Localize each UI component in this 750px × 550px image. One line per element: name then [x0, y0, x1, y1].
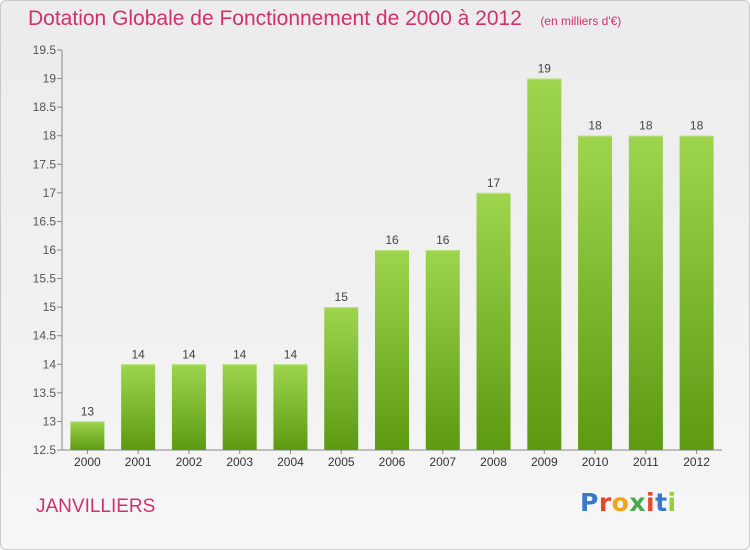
y-tick-label: 17 [43, 186, 57, 200]
y-tick-label: 19.5 [33, 43, 57, 57]
y-tick-label: 16 [43, 243, 57, 257]
x-category-label: 2004 [277, 455, 304, 469]
bar-value-label: 16 [436, 233, 450, 247]
bar-value-label: 16 [385, 233, 399, 247]
bar [578, 135, 613, 450]
bar-value-label: 17 [487, 176, 501, 190]
x-category-label: 2005 [328, 455, 355, 469]
bar [679, 135, 714, 450]
x-category-label: 2008 [480, 455, 507, 469]
x-category-label: 2006 [379, 455, 406, 469]
bar [324, 307, 359, 450]
y-tick-label: 12.5 [33, 443, 57, 457]
x-category-label: 2007 [429, 455, 456, 469]
x-category-label: 2011 [633, 455, 659, 469]
bar-value-label: 14 [182, 347, 196, 361]
chart-axes: 12.5 13 13.5 14 14.5 15 15.5 16 16.5 17 17.5 18 18.5… [33, 43, 722, 457]
bar-value-label: 18 [639, 119, 653, 133]
bar-value-label: 13 [81, 404, 95, 418]
y-tick-label: 18 [43, 129, 57, 143]
bar-value-label: 18 [588, 119, 602, 133]
bar [70, 421, 105, 450]
y-tick-label: 15.5 [33, 272, 57, 286]
logo-letter: o [611, 488, 630, 517]
x-category-label: 2003 [226, 455, 253, 469]
y-tick-label: 18.5 [33, 100, 57, 114]
logo-letter: r [598, 488, 612, 517]
bar [527, 78, 562, 451]
chart-unit-note: (en milliers d'€) [540, 14, 622, 28]
bar-value-label: 14 [131, 347, 145, 361]
bar [425, 250, 460, 450]
y-tick-label: 19 [43, 72, 57, 86]
commune-name: JANVILLIERS [36, 496, 156, 517]
title-row: Dotation Globale de Fonctionnement de 20… [28, 7, 621, 31]
logo-letter: P [580, 488, 599, 517]
bar [273, 364, 308, 450]
x-category-label: 2002 [176, 455, 203, 469]
x-category-label: 2009 [531, 455, 558, 469]
bar [121, 364, 156, 450]
chart-labels: 13 2000 14 2001 14 2002 14 2003 14 2004 15 2005 16 20… [74, 62, 710, 469]
bar-value-label: 14 [233, 347, 247, 361]
x-category-label: 2012 [683, 455, 710, 469]
logo-letter: t [655, 488, 668, 517]
x-category-label: 2001 [125, 455, 152, 469]
proxiti-logo: Proxiti [580, 488, 677, 517]
bar [375, 250, 409, 450]
y-tick-label: 15 [43, 300, 57, 314]
bar [171, 364, 206, 450]
bar [476, 192, 511, 450]
bar-value-label: 18 [690, 119, 704, 133]
y-tick-label: 13 [43, 414, 57, 428]
chart-title: Dotation Globale de Fonctionnement de 20… [28, 7, 522, 30]
logo-letter: i [667, 488, 677, 517]
logo-letter: i [646, 488, 656, 517]
y-tick-label: 17.5 [33, 157, 57, 171]
bar [222, 364, 257, 450]
logo-letter: x [629, 488, 646, 517]
bar-value-label: 15 [335, 290, 349, 304]
bar-value-label: 14 [284, 347, 298, 361]
bar-value-label: 19 [538, 62, 552, 76]
bar [628, 135, 663, 450]
y-tick-label: 16.5 [33, 214, 57, 228]
chart-bars [70, 78, 714, 451]
x-category-label: 2010 [582, 455, 609, 469]
y-tick-label: 14 [43, 357, 57, 371]
y-tick-label: 14.5 [33, 329, 57, 343]
x-category-label: 2000 [74, 455, 101, 469]
y-tick-label: 13.5 [33, 386, 57, 400]
